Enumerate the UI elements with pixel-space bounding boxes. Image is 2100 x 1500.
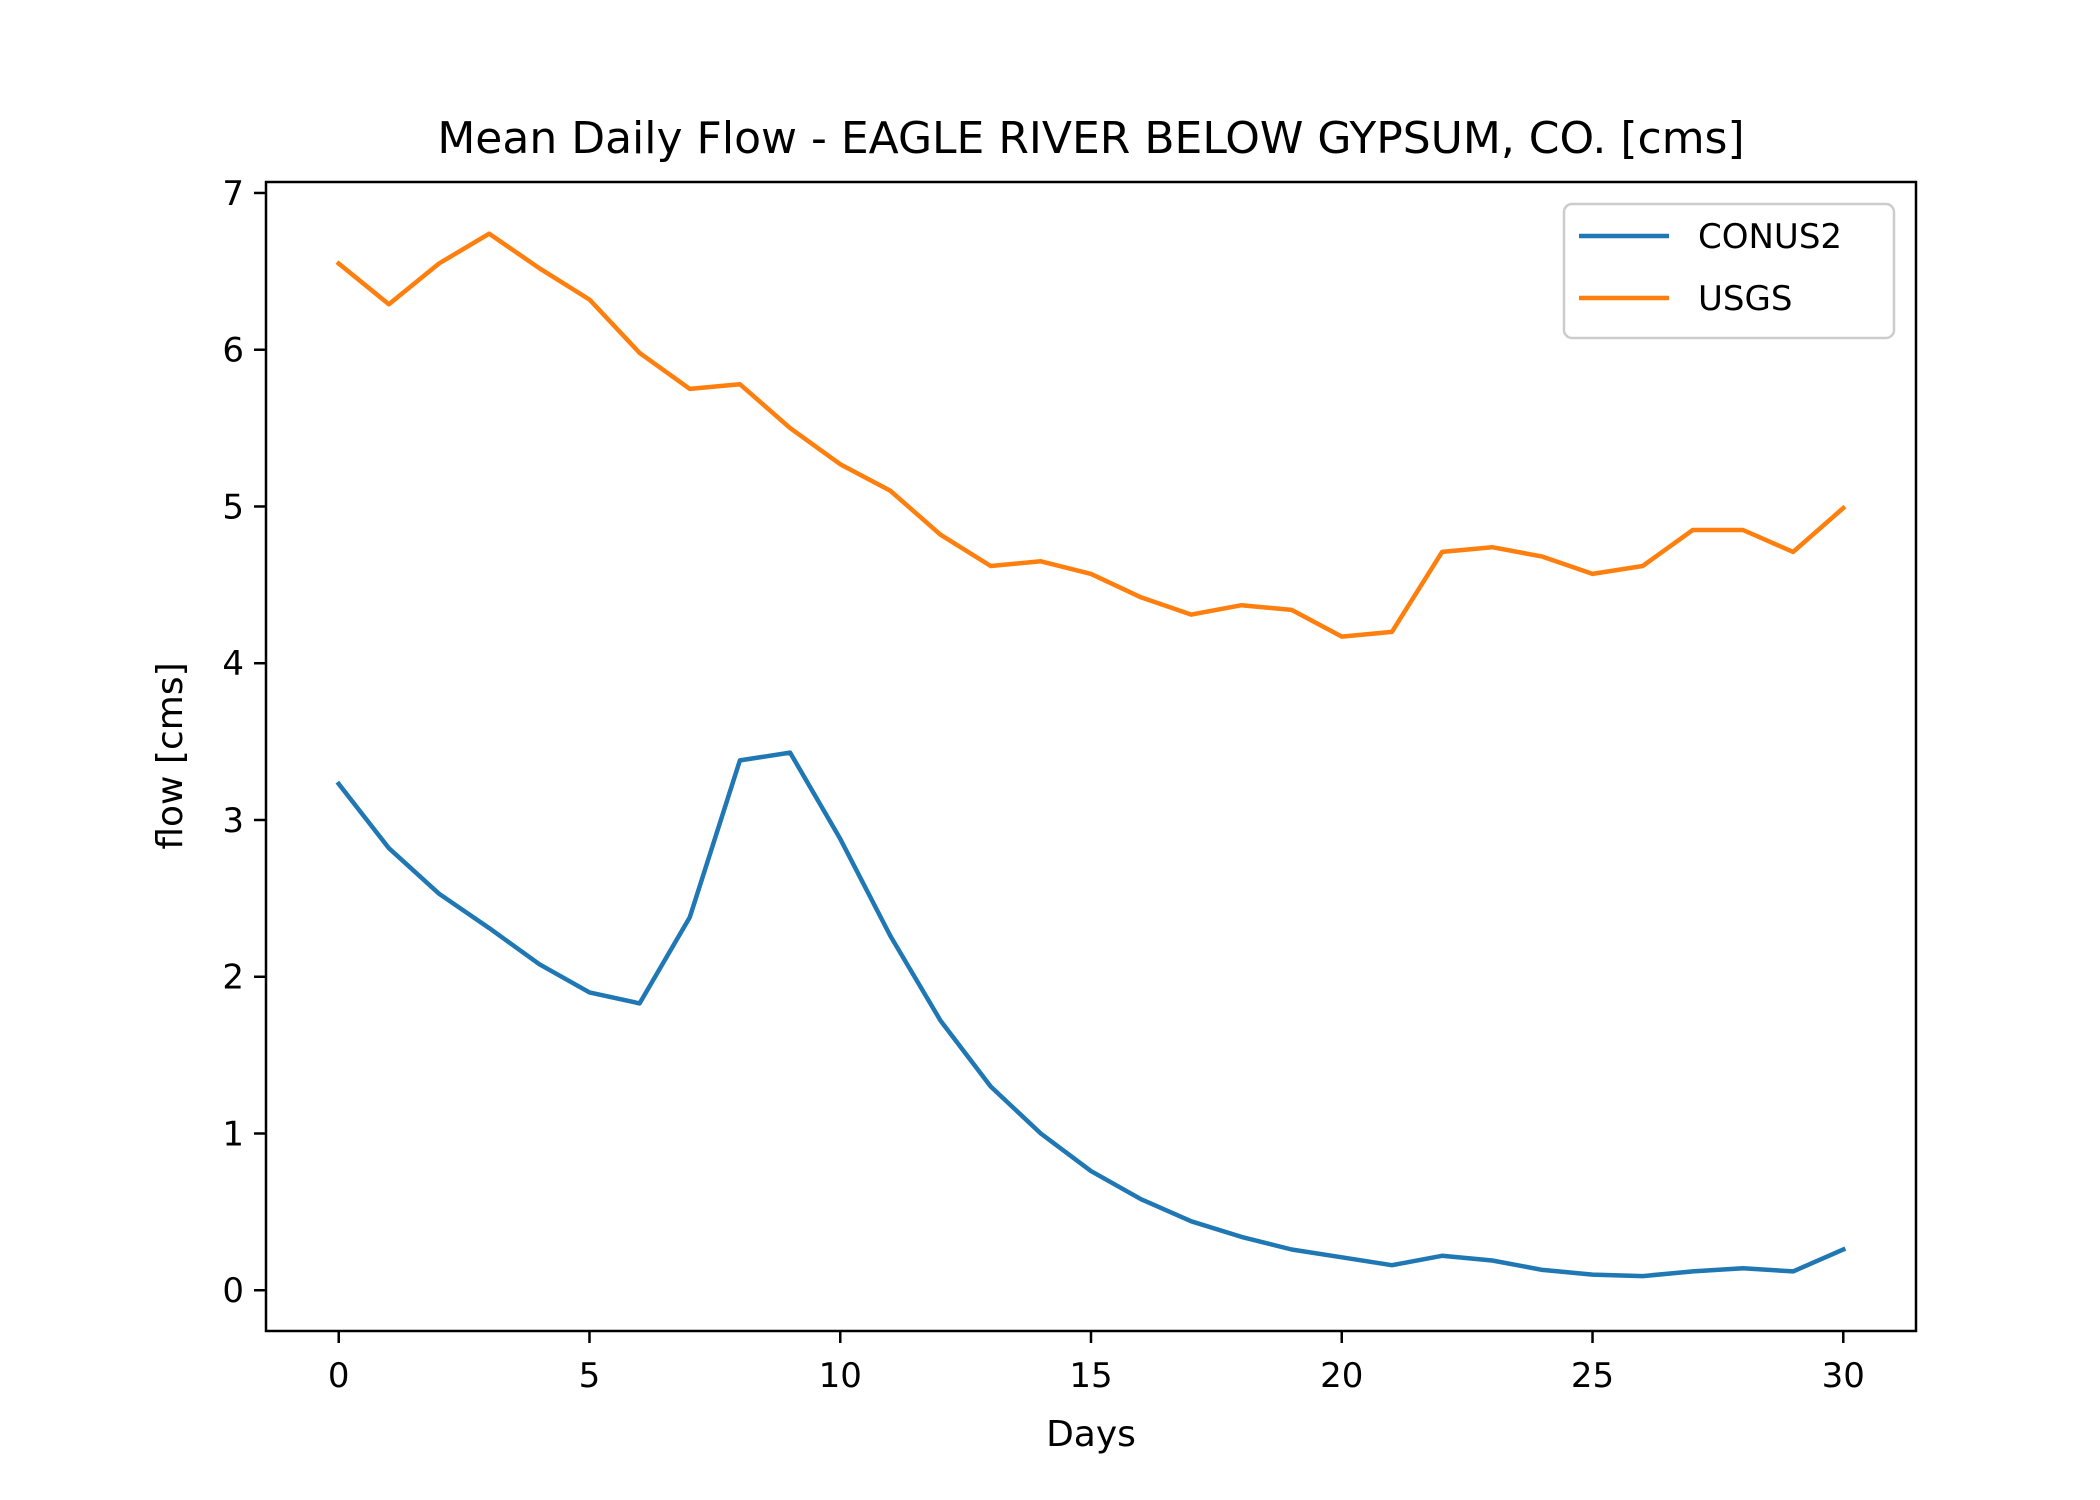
x-axis-label: Days xyxy=(1046,1414,1136,1455)
x-tick-label: 15 xyxy=(1069,1356,1112,1396)
plot-frame xyxy=(264,180,1918,1333)
y-tick-label: 1 xyxy=(222,1114,244,1154)
x-tick-label: 20 xyxy=(1320,1356,1363,1396)
y-tick-label: 4 xyxy=(222,644,244,684)
x-tick-label: 10 xyxy=(819,1356,862,1396)
y-tick-label: 5 xyxy=(222,487,244,527)
legend-label-conus2: CONUS2 xyxy=(1698,217,1842,257)
y-tick-label: 7 xyxy=(222,174,244,214)
series-line-usgs xyxy=(335,231,1847,639)
plot-area xyxy=(264,180,1918,1333)
y-tick-label: 0 xyxy=(222,1271,244,1311)
y-tick-label: 6 xyxy=(222,331,244,371)
legend-label-usgs: USGS xyxy=(1698,279,1792,319)
x-axis: 0 5 10 15 20 25 30 xyxy=(328,1331,1865,1396)
series-line-conus2 xyxy=(335,750,1847,1279)
y-axis-label: flow [cms] xyxy=(150,662,191,849)
x-tick-label: 0 xyxy=(328,1356,350,1396)
legend-entries: CONUS2 USGS xyxy=(1579,217,1842,319)
y-tick-label: 2 xyxy=(222,958,244,998)
x-tick-label: 30 xyxy=(1822,1356,1865,1396)
series-layer xyxy=(335,231,1847,1279)
x-tick-label: 25 xyxy=(1571,1356,1614,1396)
chart-title: Mean Daily Flow - EAGLE RIVER BELOW GYPS… xyxy=(437,113,1744,164)
x-tick-label: 5 xyxy=(579,1356,601,1396)
y-axis: 0 1 2 3 4 5 6 7 xyxy=(222,174,266,1311)
legend: CONUS2 USGS xyxy=(1562,202,1896,340)
y-tick-label: 3 xyxy=(222,801,244,841)
